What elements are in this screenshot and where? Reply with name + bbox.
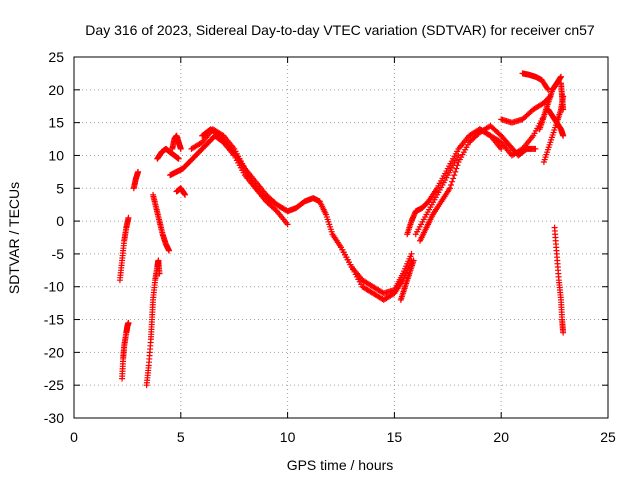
data-point [544, 85, 551, 92]
data-point [453, 165, 460, 172]
x-axis-label: GPS time / hours [287, 457, 394, 473]
data-point [455, 152, 462, 159]
axes: 0 5 10 15 20 25 -30 -25 -20 -15 -10 -5 0 5 10 15 20 25 [44, 49, 616, 445]
data-point [125, 214, 132, 221]
data-point [156, 270, 163, 277]
data-point [451, 172, 458, 179]
data-point [284, 221, 291, 228]
data-point [166, 247, 173, 254]
series-pass-t [519, 70, 552, 93]
y-tick-label: 15 [48, 115, 64, 131]
series-pass-f [154, 145, 182, 162]
x-tick-label: 5 [177, 429, 185, 445]
data-point [448, 181, 455, 188]
data-point [498, 145, 505, 152]
y-tick-label: -10 [44, 279, 64, 295]
y-tick-label: 10 [48, 147, 64, 163]
series-pass-p [417, 122, 539, 244]
series-pass-j [199, 126, 291, 215]
y-tick-label: 25 [48, 49, 64, 65]
series-pass-u [536, 73, 565, 133]
series-pass-l [316, 198, 415, 303]
series-pass-x [558, 80, 567, 113]
data-point [532, 145, 539, 152]
y-tick-label: -15 [44, 312, 64, 328]
data-point [410, 257, 417, 264]
series-pass-i [188, 126, 291, 228]
data-point [284, 208, 291, 215]
series-pass-k [173, 185, 189, 198]
data-point [558, 73, 565, 80]
x-tick-label: 0 [70, 429, 78, 445]
data-point [450, 175, 457, 182]
series-pass-o [404, 126, 505, 238]
x-tick-label: 15 [387, 429, 403, 445]
data-point [177, 145, 184, 152]
series-pass-n [397, 257, 417, 303]
y-tick-label: -20 [44, 344, 64, 360]
grid [74, 57, 608, 418]
data-points [116, 70, 567, 389]
series-pass-g [169, 132, 184, 152]
data-point [560, 132, 567, 139]
data-point [283, 207, 290, 214]
data-point [175, 155, 182, 162]
series-pass-d [143, 257, 163, 389]
series-pass-y [551, 224, 567, 336]
series-pass-c [130, 168, 142, 192]
data-point [408, 250, 415, 257]
y-tick-label: 0 [56, 213, 64, 229]
data-point [272, 207, 279, 214]
data-point [125, 319, 132, 326]
x-tick-label: 25 [600, 429, 616, 445]
chart-title: Day 316 of 2023, Sidereal Day-to-day VTE… [85, 22, 595, 38]
data-point [449, 178, 456, 185]
plot-border [73, 56, 609, 419]
y-tick-label: -30 [44, 410, 64, 426]
data-point [560, 106, 567, 113]
data-point [135, 168, 142, 175]
y-tick-label: -5 [52, 246, 65, 262]
series-pass-m [338, 244, 415, 297]
y-tick-label: 20 [48, 82, 64, 98]
series-pass-w [545, 106, 567, 139]
data-point [452, 168, 459, 175]
y-axis-label: SDTVAR / TECUs [6, 182, 22, 294]
x-tick-label: 10 [280, 429, 296, 445]
data-point [446, 185, 453, 192]
series-pass-e [150, 191, 173, 254]
data-point [182, 191, 189, 198]
series-pass-q [412, 152, 462, 238]
y-tick-label: 5 [56, 180, 64, 196]
series-pass-b [119, 319, 132, 382]
y-tick-label: -25 [44, 377, 64, 393]
series-pass-a [116, 214, 132, 284]
x-tick-label: 20 [493, 429, 509, 445]
data-point [560, 329, 567, 336]
